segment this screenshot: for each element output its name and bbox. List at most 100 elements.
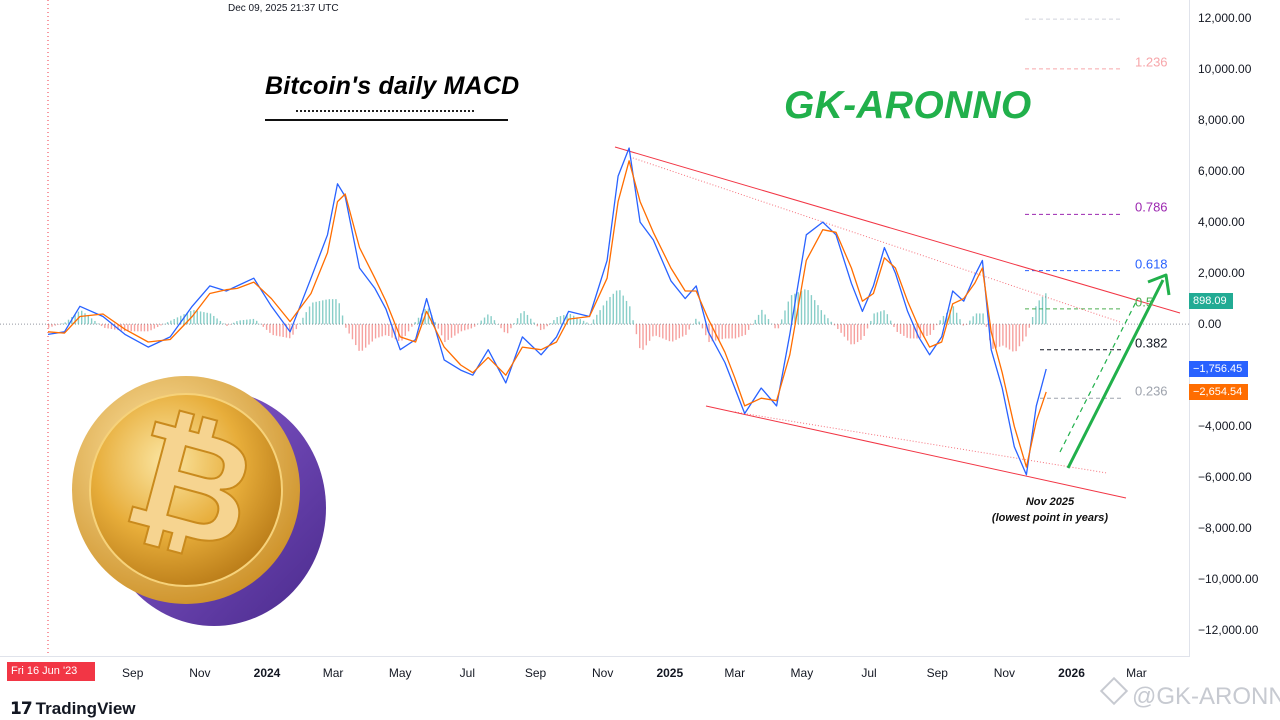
title-underline: [265, 119, 508, 121]
histogram-bar: [275, 324, 278, 336]
tradingview-brand[interactable]: 𝟭𝟳 TradingView: [10, 699, 136, 719]
histogram-bar: [81, 310, 83, 325]
histogram-bar: [110, 324, 113, 329]
value-badge: −2,654.54: [1189, 383, 1249, 400]
histogram-bar: [166, 322, 169, 325]
histogram-bar: [384, 324, 387, 336]
y-tick-label: 0.00: [1198, 317, 1222, 332]
chart-timestamp: Dec 09, 2025 21:37 UTC: [228, 3, 339, 14]
histogram-bar: [464, 324, 466, 331]
histogram-bar: [790, 295, 793, 325]
histogram-bar: [645, 324, 648, 346]
histogram-bar: [771, 323, 773, 325]
y-tick-label: 12,000.00: [1198, 10, 1252, 25]
histogram-bar: [995, 324, 997, 348]
histogram-bar: [539, 324, 542, 331]
x-tick-label: Sep: [122, 666, 144, 680]
histogram-bar: [985, 324, 988, 327]
histogram-bar: [219, 320, 222, 325]
histogram-bar: [510, 324, 512, 329]
histogram-bar: [665, 324, 667, 340]
channel-mid-upper-line: [629, 156, 1121, 323]
histogram-bar: [903, 324, 905, 336]
histogram-bar: [929, 324, 931, 335]
histogram-bar: [262, 324, 265, 327]
histogram-bar: [61, 323, 63, 325]
x-tick-label: 2026: [1058, 666, 1085, 680]
histogram-bar: [632, 320, 634, 325]
histogram-bar: [196, 310, 198, 325]
histogram-bar: [434, 321, 436, 325]
histogram-bar: [784, 310, 786, 325]
histogram-bar: [830, 321, 832, 325]
histogram-bar: [100, 324, 103, 327]
x-tick-label: Mar: [724, 666, 746, 680]
time-axis[interactable]: Sep Nov 2024 Mar May Jul Sep Nov 2025 Mar May Jul Se…: [0, 656, 1190, 685]
histogram-bar: [642, 324, 644, 350]
histogram-bar: [731, 324, 733, 339]
histogram-bar: [48, 324, 50, 328]
histogram-bar: [176, 317, 179, 325]
histogram-bar: [965, 324, 968, 325]
histogram-bar: [837, 324, 839, 330]
histogram-bar: [589, 324, 591, 325]
bitcoin-coin-icon: ₿: [72, 376, 326, 626]
histogram-bar: [962, 324, 964, 326]
histogram-bar: [536, 324, 539, 327]
histogram-bar: [969, 320, 971, 325]
histogram-bar: [780, 319, 783, 325]
histogram-bar: [1028, 324, 1031, 328]
histogram-bar: [229, 324, 231, 325]
histogram-bar: [804, 289, 806, 325]
histogram-bar: [1038, 300, 1040, 325]
channel-lower-line: [705, 405, 1127, 499]
histogram-bar: [599, 310, 601, 325]
lowest-point-annotation: Nov 2025 (lowest point in years): [975, 494, 1125, 526]
histogram-bar: [341, 315, 344, 325]
histogram-bar: [440, 324, 443, 336]
histogram-bar: [695, 318, 697, 325]
signal-line: [47, 160, 1047, 468]
projection-arrow-head: [1147, 273, 1171, 296]
price-axis-border: [1189, 0, 1190, 656]
histogram-bar: [652, 324, 654, 337]
histogram-bar: [391, 324, 393, 338]
x-tick-label: Nov: [189, 666, 211, 680]
histogram-bar: [711, 324, 714, 342]
x-tick-label: Jul: [861, 666, 877, 680]
histogram-bar: [226, 324, 228, 326]
histogram-bar: [767, 319, 770, 325]
histogram-bar: [559, 316, 562, 325]
histogram-bar: [814, 300, 816, 325]
histogram-bar: [955, 312, 958, 325]
histogram-bar: [150, 324, 152, 331]
histogram-bar: [143, 324, 146, 332]
histogram-bar: [295, 324, 298, 330]
histogram-bar: [394, 324, 397, 340]
title-underline-dots: [296, 110, 474, 112]
histogram-bar: [242, 320, 245, 325]
x-tick-label: Sep: [926, 666, 948, 680]
histogram-bar: [173, 318, 175, 325]
histogram-bar: [470, 324, 473, 329]
histogram-bar: [97, 323, 99, 325]
histogram-bar: [856, 324, 859, 343]
histogram-bar: [414, 322, 416, 325]
histogram-bar: [734, 324, 737, 339]
histogram-bar: [417, 317, 420, 325]
x-tick-label: Sep: [524, 666, 547, 680]
projection-arrow: [1066, 279, 1165, 469]
histogram-bar: [787, 301, 789, 325]
histogram-bar: [566, 314, 568, 325]
histogram-bar: [853, 324, 856, 345]
histogram-bar: [216, 318, 218, 325]
y-tick-label: 10,000.00: [1198, 61, 1252, 76]
histogram-bar: [1018, 324, 1021, 347]
histogram-bar: [123, 324, 126, 332]
histogram-bar: [447, 324, 449, 340]
histogram-bar: [675, 324, 677, 340]
y-tick-label: −12,000.00: [1198, 623, 1259, 638]
histogram-bar: [404, 324, 406, 336]
histogram-bar: [94, 320, 96, 325]
